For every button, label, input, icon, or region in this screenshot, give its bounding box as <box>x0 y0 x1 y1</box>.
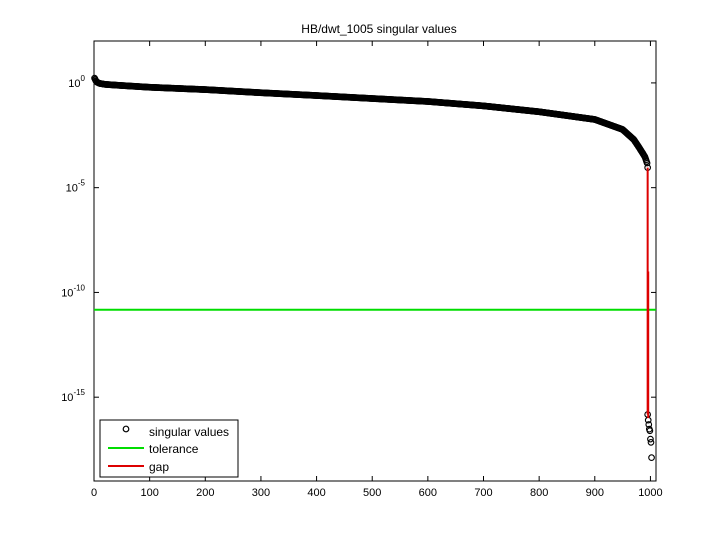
x-tick-label: 0 <box>91 487 97 499</box>
legend-label-singular-values: singular values <box>149 425 229 439</box>
y-tick-label: 10-15 <box>61 388 85 404</box>
singular-value-point <box>647 438 655 446</box>
x-tick-label: 200 <box>196 487 214 499</box>
singular-value-point <box>647 435 654 443</box>
legend-label-tolerance: tolerance <box>149 442 199 456</box>
chart-title: HB/dwt_1005 singular values <box>301 22 456 36</box>
x-tick-label: 300 <box>252 487 270 499</box>
x-tick-label: 700 <box>474 487 492 499</box>
singular-value-point <box>643 159 651 167</box>
chart-lines <box>94 167 656 419</box>
axes-box <box>93 40 657 482</box>
y-axis: 100 10-5 10-10 10-15 <box>61 74 656 404</box>
singular-value-point <box>645 421 653 428</box>
x-tick-label: 500 <box>363 487 381 499</box>
singular-values-markers <box>91 74 655 462</box>
x-tick-label: 600 <box>419 487 437 499</box>
legend-label-gap: gap <box>149 460 169 474</box>
x-axis: 0 100 200 300 400 500 600 700 800 900 1000 <box>91 41 663 499</box>
legend-marker-singular-values <box>122 425 130 433</box>
plot-area <box>91 40 657 482</box>
y-tick-label: 10-10 <box>61 283 85 299</box>
x-tick-label: 400 <box>307 487 325 499</box>
x-tick-label: 100 <box>140 487 158 499</box>
y-tick-label: 100 <box>68 74 85 90</box>
x-tick-label: 1000 <box>638 487 662 499</box>
legend: singular values tolerance gap <box>99 419 239 478</box>
singular-value-point <box>648 454 655 462</box>
y-tick-label: 10-5 <box>66 179 86 195</box>
singular-value-point <box>646 427 654 435</box>
x-tick-label: 900 <box>586 487 604 499</box>
x-tick-label: 800 <box>530 487 548 499</box>
